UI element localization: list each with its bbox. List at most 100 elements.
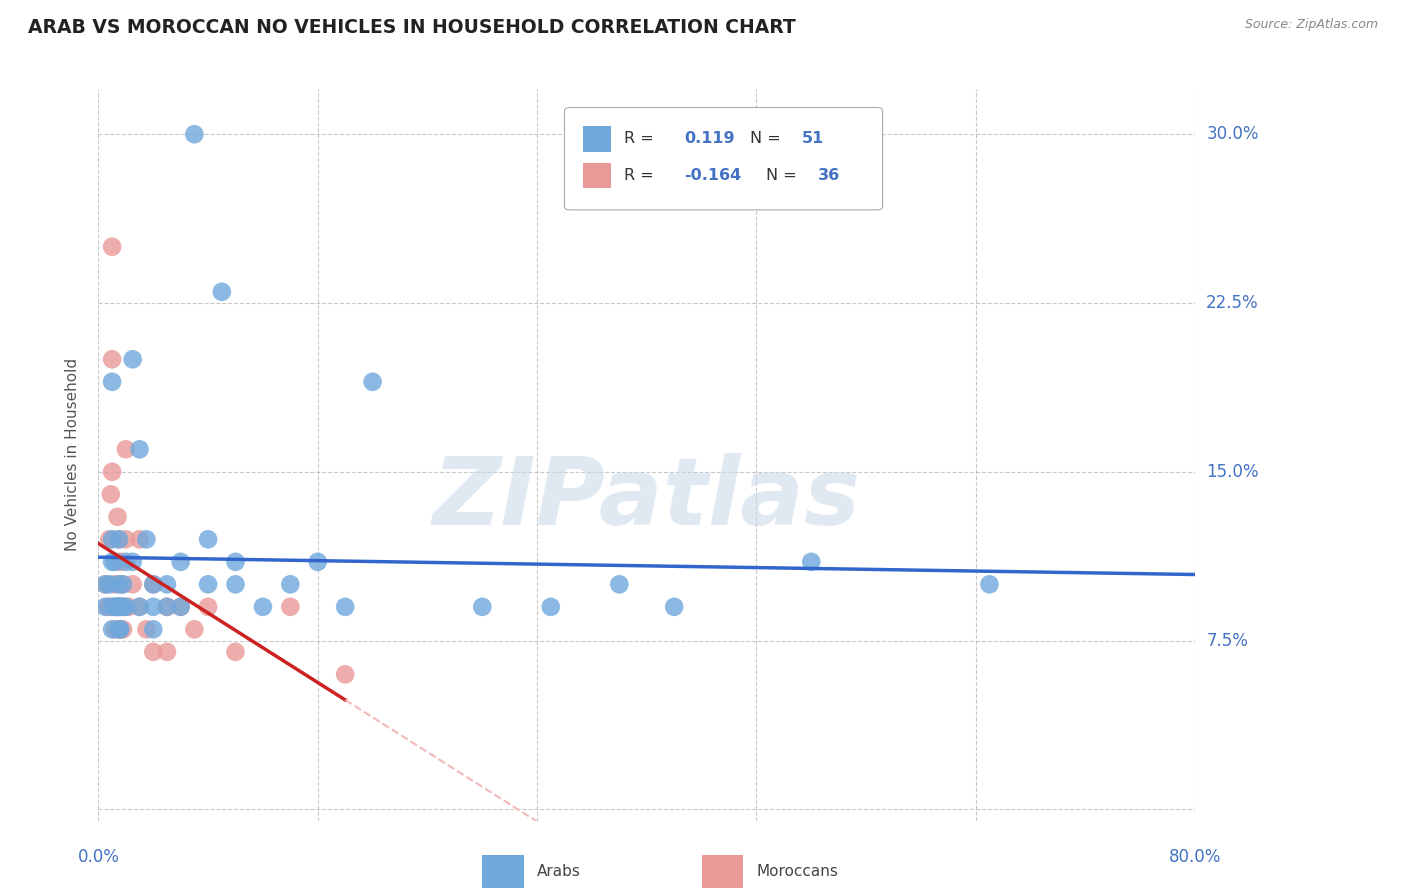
Point [100,487,122,501]
Point [225,577,247,591]
Y-axis label: No Vehicles in Household: No Vehicles in Household [65,359,80,551]
Point [142,577,165,591]
Point [107,599,129,614]
Point [108,623,131,637]
Text: 80.0%: 80.0% [1168,848,1222,866]
Point [471,599,494,614]
Point [104,623,127,637]
FancyBboxPatch shape [482,855,524,888]
Point [94,577,117,591]
Point [664,599,686,614]
Point [156,577,179,591]
Point [98,577,121,591]
Point [183,623,205,637]
Point [280,599,302,614]
Point [104,599,127,614]
Point [335,667,357,681]
Point [101,240,124,254]
Text: Source: ZipAtlas.com: Source: ZipAtlas.com [1244,18,1378,31]
Point [135,623,157,637]
Text: Moroccans: Moroccans [756,864,838,880]
Point [112,599,135,614]
Point [108,533,131,547]
Point [98,533,121,547]
Point [170,599,193,614]
Point [115,533,138,547]
Point [128,442,150,457]
Point [101,465,124,479]
Point [108,533,131,547]
Point [142,577,165,591]
Point [121,352,143,367]
Point [211,285,233,299]
Text: 0.119: 0.119 [685,131,735,146]
Point [225,555,247,569]
Point [225,645,247,659]
Point [252,599,274,614]
Point [101,352,124,367]
Point [156,645,179,659]
Point [142,623,165,637]
Text: 30.0%: 30.0% [1206,125,1258,144]
Point [104,555,127,569]
Text: ARAB VS MOROCCAN NO VEHICLES IN HOUSEHOLD CORRELATION CHART: ARAB VS MOROCCAN NO VEHICLES IN HOUSEHOL… [28,18,796,37]
Point [361,375,384,389]
Point [111,577,134,591]
Point [101,623,124,637]
Point [98,599,121,614]
Point [280,577,302,591]
Point [108,599,131,614]
Point [197,533,219,547]
FancyBboxPatch shape [565,108,883,210]
Text: N =: N = [766,168,797,183]
Point [121,555,143,569]
Point [142,645,165,659]
Text: -0.164: -0.164 [685,168,741,183]
Point [183,127,205,141]
Text: 7.5%: 7.5% [1206,632,1249,649]
Point [101,555,124,569]
Point [170,599,193,614]
Point [197,577,219,591]
Point [101,375,124,389]
Point [115,599,138,614]
Point [170,555,193,569]
Point [121,577,143,591]
Text: R =: R = [624,131,654,146]
Point [108,577,131,591]
Point [94,577,117,591]
Point [979,577,1001,591]
Point [156,599,179,614]
Point [335,599,357,614]
Text: N =: N = [749,131,780,146]
FancyBboxPatch shape [583,126,610,152]
Point [110,623,132,637]
Point [112,599,135,614]
Point [105,599,128,614]
Point [112,577,135,591]
Point [110,623,132,637]
Text: ZIPatlas: ZIPatlas [433,453,860,545]
Point [540,599,562,614]
Point [128,533,150,547]
Point [110,599,132,614]
Point [108,599,131,614]
Point [101,599,124,614]
Point [128,599,150,614]
Point [142,599,165,614]
Point [94,599,117,614]
Text: 51: 51 [801,131,824,146]
Point [197,599,219,614]
Point [97,599,120,614]
Text: 0.0%: 0.0% [77,848,120,866]
Text: 36: 36 [818,168,841,183]
Point [115,442,138,457]
Point [156,599,179,614]
FancyBboxPatch shape [583,162,610,188]
Point [609,577,631,591]
FancyBboxPatch shape [702,855,744,888]
Text: 15.0%: 15.0% [1206,463,1258,481]
Point [101,533,124,547]
Point [105,599,128,614]
Text: Arabs: Arabs [537,864,581,880]
